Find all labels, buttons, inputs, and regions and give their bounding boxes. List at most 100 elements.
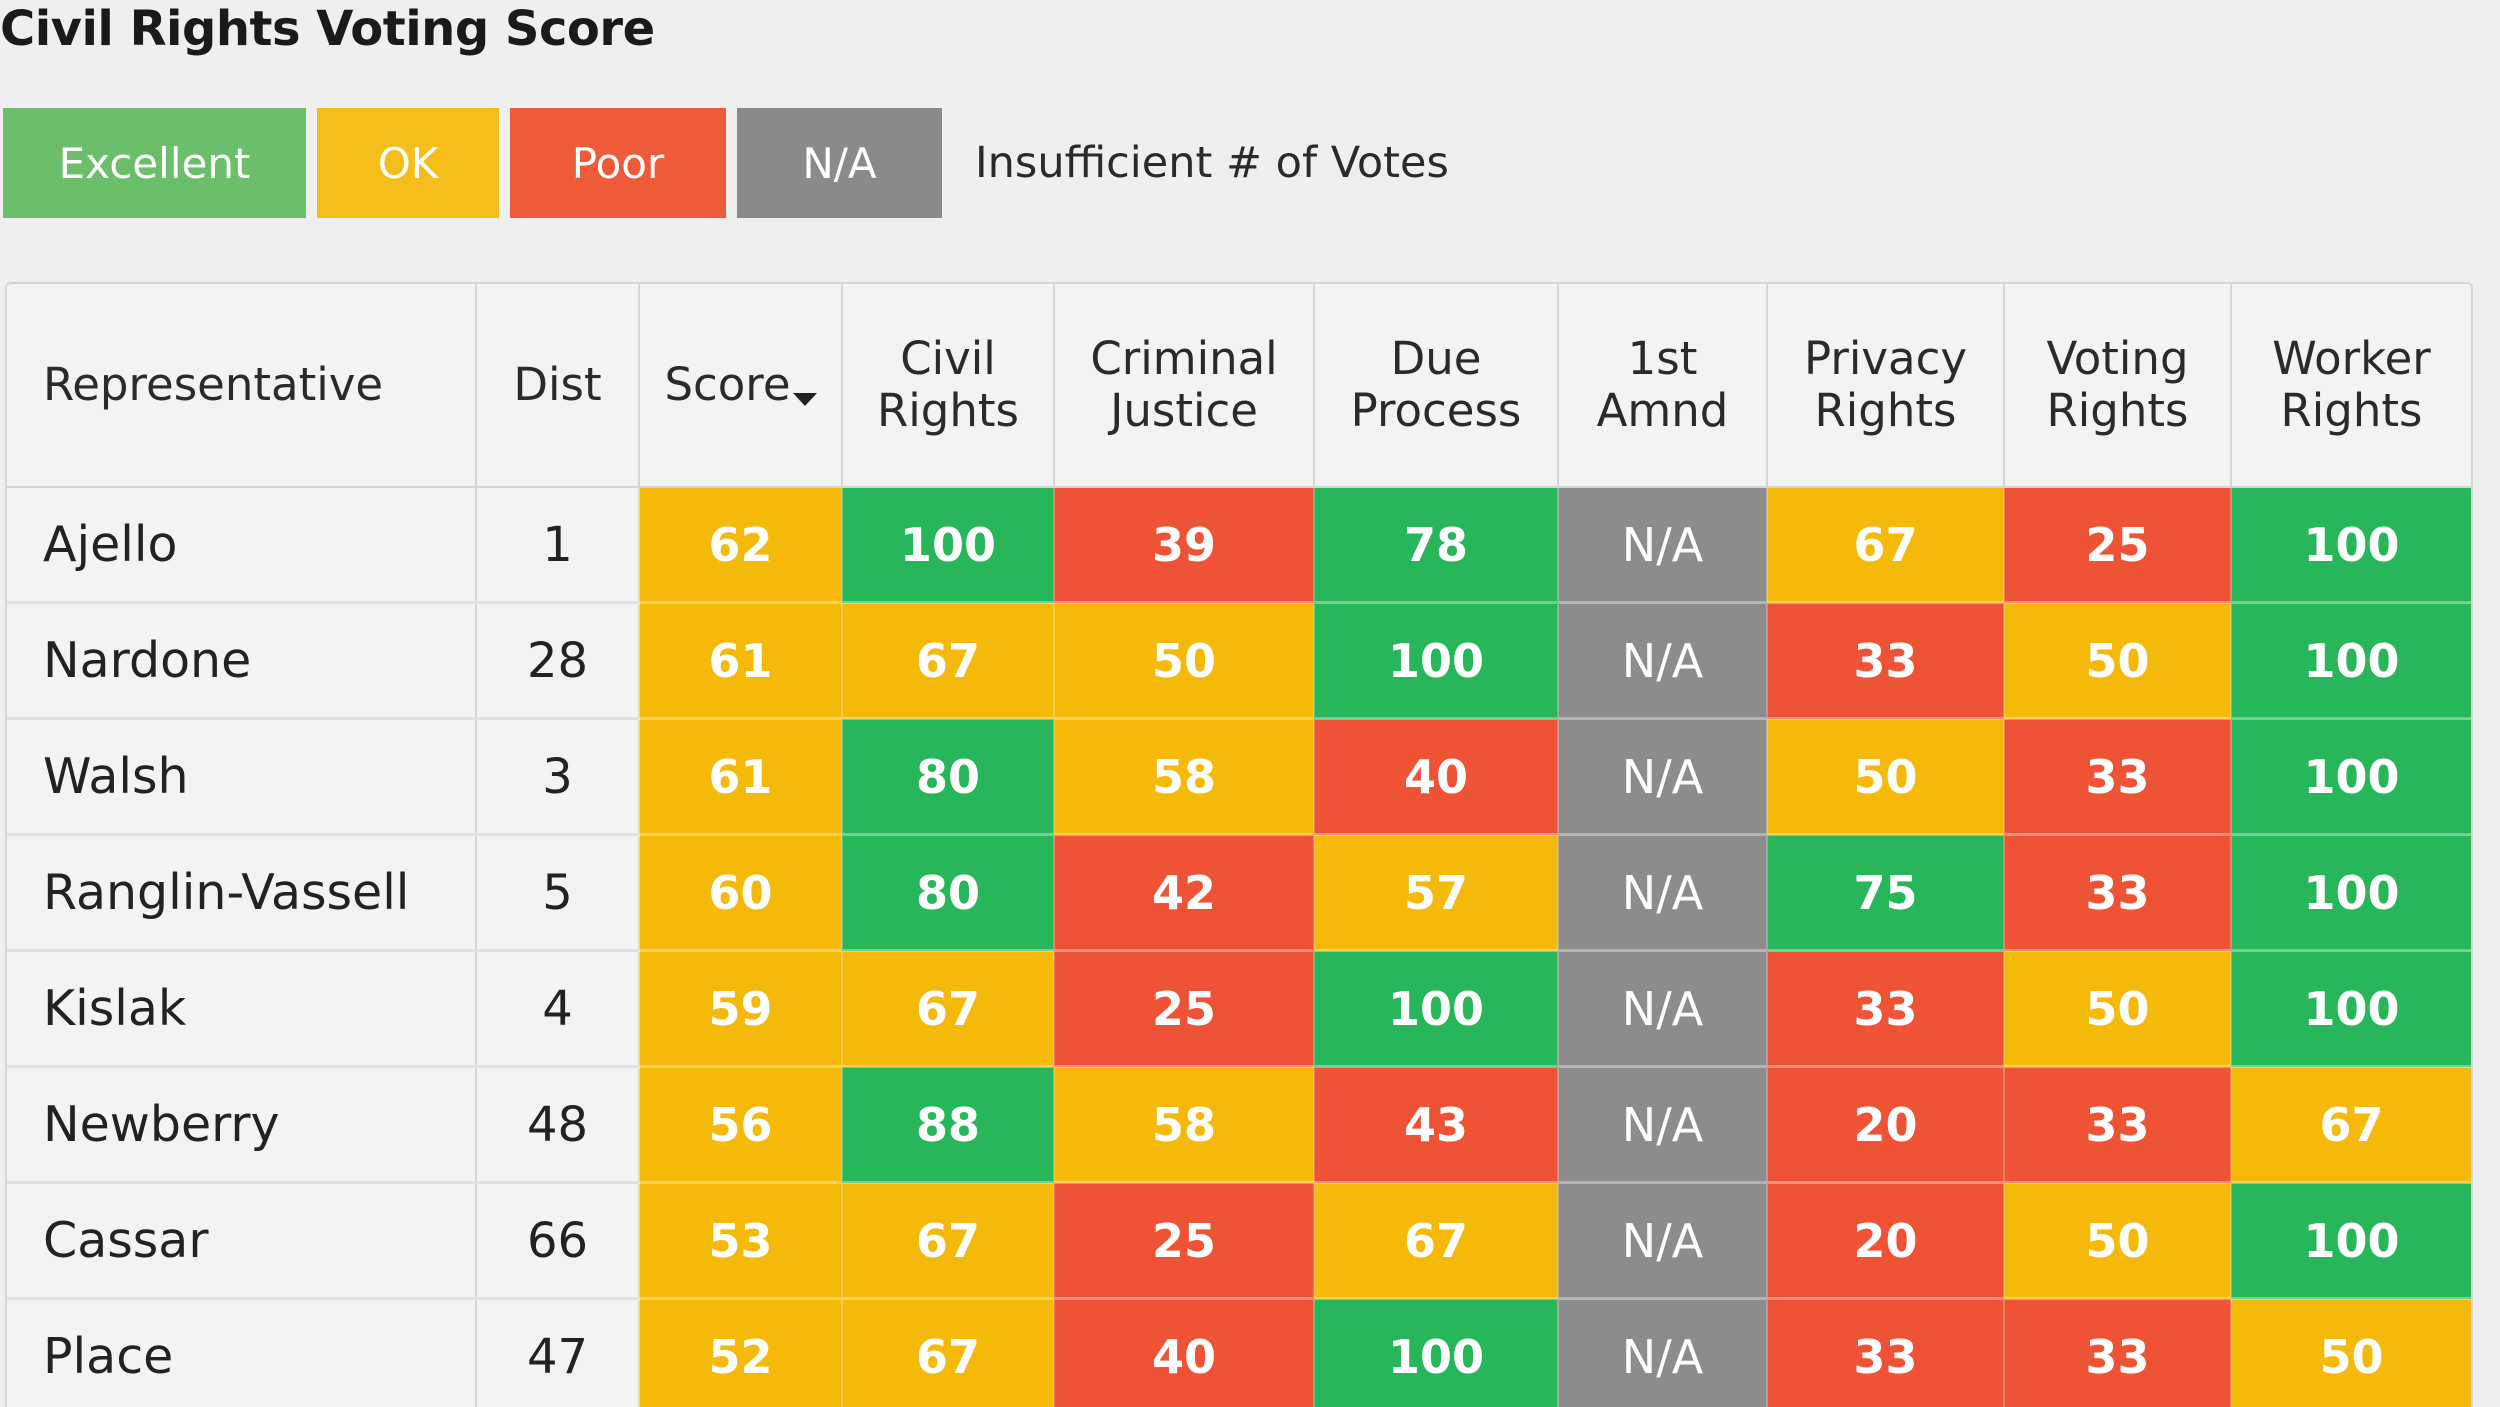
civil-rights-score-cell: 88 — [842, 1067, 1054, 1183]
civil-rights-score-cell: 100 — [842, 487, 1054, 603]
voting-rights-score-cell: 50 — [2004, 1183, 2231, 1299]
due-process-score-cell: 78 — [1314, 487, 1558, 603]
1st-amnd-score-cell: N/A — [1558, 1183, 1767, 1299]
1st-amnd-score-cell: N/A — [1558, 951, 1767, 1067]
criminal-justice-score-cell: 58 — [1054, 719, 1314, 835]
criminal-justice-score-cell: 50 — [1054, 603, 1314, 719]
due-process-score-cell: 43 — [1314, 1067, 1558, 1183]
score-score-cell: 61 — [639, 719, 842, 835]
due-process-score-cell: 40 — [1314, 719, 1558, 835]
privacy-rights-score-cell: 50 — [1767, 719, 2004, 835]
civil-rights-score-cell: 67 — [842, 1299, 1054, 1407]
column-header-privacy-rights[interactable]: Privacy Rights — [1767, 284, 2004, 487]
score-score-cell: 61 — [639, 603, 842, 719]
column-header-criminal-justice[interactable]: Criminal Justice — [1054, 284, 1314, 487]
score-score-cell: 62 — [639, 487, 842, 603]
score-score-cell: 56 — [639, 1067, 842, 1183]
worker-rights-score-cell: 67 — [2231, 1067, 2471, 1183]
criminal-justice-score-cell: 25 — [1054, 951, 1314, 1067]
due-process-score-cell: 100 — [1314, 1299, 1558, 1407]
district-number: 5 — [476, 835, 639, 951]
column-header-score[interactable]: Score — [639, 284, 842, 487]
score-score-cell: 59 — [639, 951, 842, 1067]
column-header-label: Worker Rights — [2272, 332, 2431, 437]
sort-down-arrow-icon — [793, 393, 817, 406]
civil-rights-score-cell: 80 — [842, 835, 1054, 951]
representative-name[interactable]: Ranglin-Vassell — [7, 835, 476, 951]
column-header-worker-rights[interactable]: Worker Rights — [2231, 284, 2471, 487]
table-header-row: Representative Dist Score Civil Rights C… — [7, 284, 2471, 487]
civil-rights-score-cell: 67 — [842, 951, 1054, 1067]
representative-name[interactable]: Walsh — [7, 719, 476, 835]
column-header-voting-rights[interactable]: Voting Rights — [2004, 284, 2231, 487]
1st-amnd-score-cell: N/A — [1558, 719, 1767, 835]
worker-rights-score-cell: 50 — [2231, 1299, 2471, 1407]
voting-rights-score-cell: 33 — [2004, 835, 2231, 951]
legend-ok: OK — [317, 108, 499, 218]
column-header-due-process[interactable]: Due Process — [1314, 284, 1558, 487]
worker-rights-score-cell: 100 — [2231, 719, 2471, 835]
column-header-label: Criminal Justice — [1090, 332, 1277, 437]
column-header-label: Dist — [513, 358, 601, 411]
column-header-civil-rights[interactable]: Civil Rights — [842, 284, 1054, 487]
civil-rights-score-cell: 67 — [842, 603, 1054, 719]
column-header-1st-amnd[interactable]: 1st Amnd — [1558, 284, 1767, 487]
privacy-rights-score-cell: 20 — [1767, 1183, 2004, 1299]
voting-rights-score-cell: 33 — [2004, 1299, 2231, 1407]
voting-rights-score-cell: 33 — [2004, 719, 2231, 835]
voting-rights-score-cell: 50 — [2004, 603, 2231, 719]
privacy-rights-score-cell: 67 — [1767, 487, 2004, 603]
1st-amnd-score-cell: N/A — [1558, 487, 1767, 603]
representative-name[interactable]: Kislak — [7, 951, 476, 1067]
score-score-cell: 52 — [639, 1299, 842, 1407]
voting-rights-score-cell: 50 — [2004, 951, 2231, 1067]
due-process-score-cell: 100 — [1314, 951, 1558, 1067]
1st-amnd-score-cell: N/A — [1558, 603, 1767, 719]
criminal-justice-score-cell: 58 — [1054, 1067, 1314, 1183]
column-header-label: Privacy Rights — [1804, 332, 1967, 437]
civil-rights-score-cell: 67 — [842, 1183, 1054, 1299]
column-header-label: 1st Amnd — [1597, 332, 1729, 437]
score-score-cell: 53 — [639, 1183, 842, 1299]
worker-rights-score-cell: 100 — [2231, 951, 2471, 1067]
criminal-justice-score-cell: 39 — [1054, 487, 1314, 603]
privacy-rights-score-cell: 33 — [1767, 1299, 2004, 1407]
representative-name[interactable]: Ajello — [7, 487, 476, 603]
legend-na: N/A — [737, 108, 942, 218]
district-number: 4 — [476, 951, 639, 1067]
1st-amnd-score-cell: N/A — [1558, 1067, 1767, 1183]
representative-name[interactable]: Newberry — [7, 1067, 476, 1183]
representative-name[interactable]: Cassar — [7, 1183, 476, 1299]
representative-name[interactable]: Nardone — [7, 603, 476, 719]
column-header-representative[interactable]: Representative — [7, 284, 476, 487]
column-header-dist[interactable]: Dist — [476, 284, 639, 487]
column-header-label: Representative — [43, 358, 383, 411]
worker-rights-score-cell: 100 — [2231, 835, 2471, 951]
district-number: 1 — [476, 487, 639, 603]
due-process-score-cell: 57 — [1314, 835, 1558, 951]
column-header-label: Civil Rights — [877, 332, 1019, 437]
page-title: Civil Rights Voting Score — [0, 0, 655, 58]
score-table-container: Representative Dist Score Civil Rights C… — [5, 282, 2473, 1407]
privacy-rights-score-cell: 33 — [1767, 603, 2004, 719]
district-number: 66 — [476, 1183, 639, 1299]
representative-name[interactable]: Place — [7, 1299, 476, 1407]
legend-poor: Poor — [510, 108, 726, 218]
column-header-label: Score — [664, 358, 790, 411]
1st-amnd-score-cell: N/A — [1558, 1299, 1767, 1407]
privacy-rights-score-cell: 20 — [1767, 1067, 2004, 1183]
legend-excellent: Excellent — [3, 108, 306, 218]
1st-amnd-score-cell: N/A — [1558, 835, 1767, 951]
voting-rights-score-cell: 33 — [2004, 1067, 2231, 1183]
due-process-score-cell: 67 — [1314, 1183, 1558, 1299]
column-header-label: Due Process — [1351, 332, 1522, 437]
privacy-rights-score-cell: 75 — [1767, 835, 2004, 951]
